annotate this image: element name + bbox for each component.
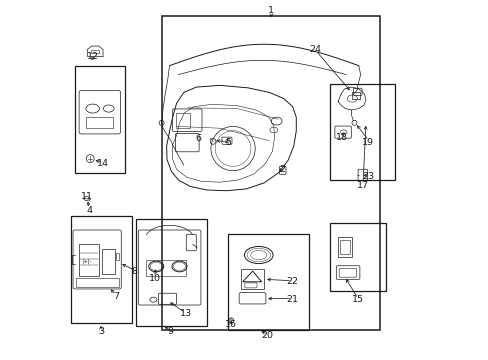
Text: 5: 5 bbox=[225, 138, 231, 147]
Bar bbox=[102, 249, 115, 274]
Text: 10: 10 bbox=[148, 274, 160, 283]
Bar bbox=[351, 92, 359, 99]
Text: 19: 19 bbox=[361, 138, 373, 147]
Text: 20: 20 bbox=[261, 331, 273, 340]
Text: 17: 17 bbox=[356, 181, 368, 190]
Text: 3: 3 bbox=[98, 327, 104, 336]
Text: 22: 22 bbox=[285, 277, 297, 286]
Bar bbox=[116, 253, 119, 260]
Text: |+|-: |+|- bbox=[82, 259, 91, 264]
Text: 2: 2 bbox=[279, 165, 285, 174]
Bar bbox=[176, 113, 190, 128]
Text: 11: 11 bbox=[81, 192, 93, 201]
Bar bbox=[91, 50, 99, 53]
Text: 23: 23 bbox=[362, 172, 374, 181]
Text: 16: 16 bbox=[224, 320, 237, 329]
Text: 12: 12 bbox=[86, 52, 99, 61]
Bar bbox=[337, 237, 352, 257]
Bar bbox=[228, 234, 308, 330]
Text: 7: 7 bbox=[113, 292, 119, 301]
Text: 24: 24 bbox=[308, 45, 321, 54]
Bar bbox=[71, 216, 132, 323]
Text: 4: 4 bbox=[86, 206, 92, 215]
Text: 21: 21 bbox=[285, 295, 297, 304]
Bar bbox=[162, 16, 380, 330]
Text: 15: 15 bbox=[351, 295, 364, 304]
Text: 6: 6 bbox=[195, 134, 201, 143]
Bar bbox=[80, 244, 99, 276]
Text: 8: 8 bbox=[131, 267, 137, 276]
Bar bbox=[340, 240, 349, 254]
Bar bbox=[241, 269, 264, 289]
Bar bbox=[329, 223, 385, 291]
Bar bbox=[86, 117, 113, 128]
Text: 18: 18 bbox=[335, 132, 347, 141]
Text: 13: 13 bbox=[179, 310, 191, 319]
Text: 14: 14 bbox=[97, 159, 109, 168]
Bar bbox=[135, 219, 206, 327]
Text: 1: 1 bbox=[268, 6, 274, 15]
Bar bbox=[76, 278, 119, 287]
Bar bbox=[329, 84, 394, 180]
Bar bbox=[146, 260, 186, 276]
Text: 9: 9 bbox=[167, 327, 173, 336]
Bar bbox=[75, 66, 124, 173]
